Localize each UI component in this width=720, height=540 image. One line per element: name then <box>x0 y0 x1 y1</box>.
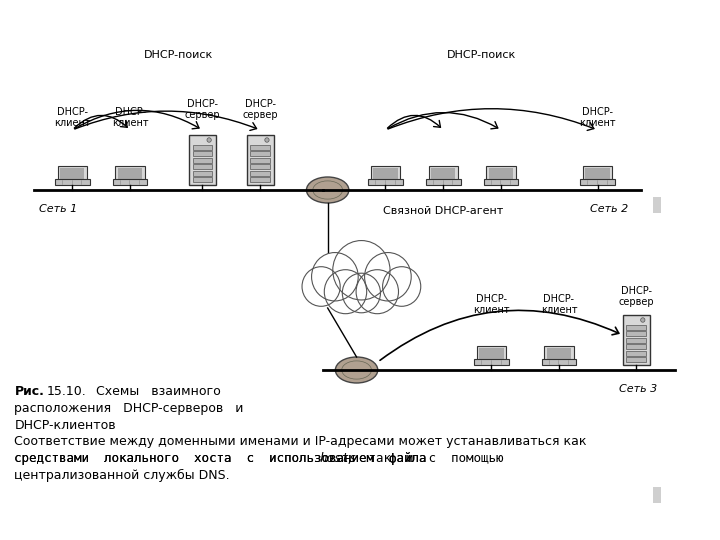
Text: Сеть 2: Сеть 2 <box>590 204 628 214</box>
Bar <box>251 145 270 150</box>
Bar <box>626 331 646 336</box>
Circle shape <box>265 138 269 142</box>
Bar <box>251 164 270 169</box>
Bar <box>247 135 274 185</box>
Text: Рис.: Рис. <box>14 385 45 398</box>
Bar <box>251 151 270 156</box>
Bar <box>547 348 571 360</box>
Bar <box>541 360 576 365</box>
Text: DHCP-поиск: DHCP-поиск <box>447 50 516 60</box>
Bar <box>251 171 270 176</box>
Bar <box>251 177 270 182</box>
Text: Сеть 1: Сеть 1 <box>39 204 77 214</box>
Circle shape <box>342 273 380 313</box>
Text: Сеть 3: Сеть 3 <box>618 384 657 394</box>
Bar <box>193 151 212 156</box>
Bar <box>623 315 649 365</box>
Circle shape <box>302 267 340 306</box>
FancyBboxPatch shape <box>653 197 661 213</box>
Bar <box>113 179 148 185</box>
Bar <box>368 179 402 185</box>
Bar <box>426 179 461 185</box>
Bar <box>580 179 615 185</box>
Bar <box>474 360 509 365</box>
Circle shape <box>324 269 366 314</box>
Text: средствами  локального  хоста  с  использованием  файла: средствами локального хоста с использова… <box>14 452 442 465</box>
Ellipse shape <box>307 177 349 203</box>
Text: DHCP-
сервер: DHCP- сервер <box>184 99 220 120</box>
Bar <box>626 338 646 342</box>
Text: DHCP-клиентов: DHCP-клиентов <box>14 419 116 432</box>
Bar <box>489 168 513 180</box>
Text: DHCP-
сервер: DHCP- сервер <box>243 99 278 120</box>
Bar <box>60 168 84 180</box>
Text: DHCP-
клиент: DHCP- клиент <box>541 294 577 315</box>
Text: ,  так  и  с  помощью: , так и с помощью <box>346 452 503 465</box>
Bar <box>58 166 87 181</box>
Bar <box>477 346 506 362</box>
Bar <box>371 166 400 181</box>
Text: расположения   DHCP-серверов   и: расположения DHCP-серверов и <box>14 402 244 415</box>
Text: hosts: hosts <box>320 452 357 465</box>
Bar <box>118 168 142 180</box>
Bar <box>189 135 216 185</box>
Bar <box>193 171 212 176</box>
Bar <box>374 168 397 180</box>
Bar <box>626 357 646 362</box>
Text: Схемы   взаимного: Схемы взаимного <box>96 385 221 398</box>
Bar <box>193 164 212 169</box>
Bar <box>431 168 455 180</box>
Circle shape <box>207 138 211 142</box>
FancyBboxPatch shape <box>653 487 661 503</box>
Text: DHCP-
клиент: DHCP- клиент <box>54 107 91 128</box>
Bar <box>55 179 89 185</box>
Text: централизованной службы DNS.: централизованной службы DNS. <box>14 469 230 482</box>
Bar <box>115 166 145 181</box>
Bar <box>626 325 646 329</box>
Bar <box>626 344 646 349</box>
Bar <box>626 350 646 355</box>
Text: DHCP-
клиент: DHCP- клиент <box>579 107 616 128</box>
Bar <box>480 348 503 360</box>
Text: Соответствие между доменными именами и IP-адресами может устанавливаться как: Соответствие между доменными именами и I… <box>14 435 587 448</box>
Bar <box>193 177 212 182</box>
Bar <box>193 145 212 150</box>
Circle shape <box>333 240 390 300</box>
Bar <box>428 166 458 181</box>
Ellipse shape <box>336 357 378 383</box>
Circle shape <box>312 253 359 301</box>
Text: DHCP-
клиент: DHCP- клиент <box>473 294 510 315</box>
Text: средствами  локального  хоста  с  использованием  файла: средствами локального хоста с использова… <box>14 452 442 465</box>
Bar <box>582 166 612 181</box>
Bar <box>251 158 270 163</box>
Circle shape <box>364 253 411 301</box>
Text: Связной DHCP-агент: Связной DHCP-агент <box>383 206 503 216</box>
Text: средствами  локального  хоста  с  использованием  файла  hosts: средствами локального хоста с использова… <box>14 452 480 465</box>
Circle shape <box>641 318 645 322</box>
Text: DHCP-
сервер: DHCP- сервер <box>618 286 654 307</box>
Circle shape <box>382 267 420 306</box>
Bar <box>544 346 574 362</box>
Bar <box>585 168 610 180</box>
Circle shape <box>356 269 398 314</box>
Text: 15.10.: 15.10. <box>46 385 86 398</box>
Bar <box>484 179 518 185</box>
Text: DHCP-поиск: DHCP-поиск <box>144 50 213 60</box>
Text: DHCP-
клиент: DHCP- клиент <box>112 107 148 128</box>
Bar <box>193 158 212 163</box>
Bar <box>487 166 516 181</box>
